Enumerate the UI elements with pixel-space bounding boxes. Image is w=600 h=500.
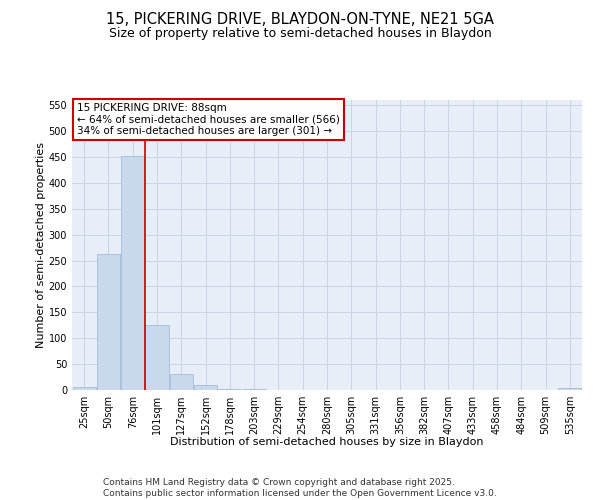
Bar [170,374,193,390]
Bar [145,326,169,390]
Text: 15, PICKERING DRIVE, BLAYDON-ON-TYNE, NE21 5GA: 15, PICKERING DRIVE, BLAYDON-ON-TYNE, NE… [106,12,494,28]
Bar [121,156,144,390]
Text: Size of property relative to semi-detached houses in Blaydon: Size of property relative to semi-detach… [109,28,491,40]
Bar [73,388,95,390]
Text: 15 PICKERING DRIVE: 88sqm
← 64% of semi-detached houses are smaller (566)
34% of: 15 PICKERING DRIVE: 88sqm ← 64% of semi-… [77,103,340,136]
Text: Contains HM Land Registry data © Crown copyright and database right 2025.
Contai: Contains HM Land Registry data © Crown c… [103,478,497,498]
Y-axis label: Number of semi-detached properties: Number of semi-detached properties [36,142,46,348]
Bar [97,254,120,390]
Bar [194,386,217,390]
Bar [559,388,581,390]
X-axis label: Distribution of semi-detached houses by size in Blaydon: Distribution of semi-detached houses by … [170,437,484,447]
Bar [218,389,241,390]
